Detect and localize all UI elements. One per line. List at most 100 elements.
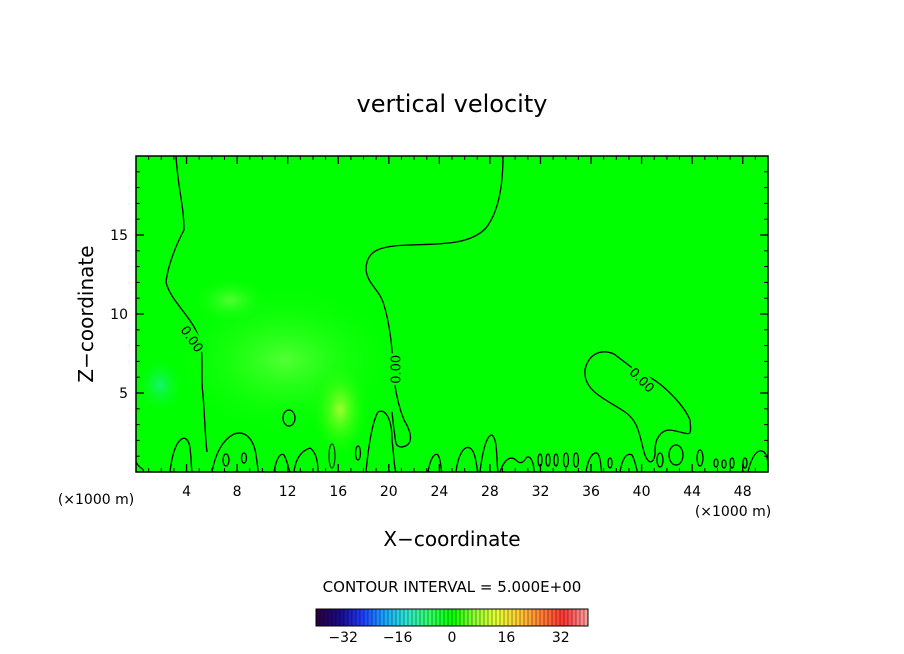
x-axis-unit-left: (×1000 m) [58, 492, 134, 508]
contour-loop [696, 449, 704, 467]
x-tick-label: 4 [182, 484, 191, 500]
x-tick-label: 20 [380, 484, 398, 500]
colorbar-segment [396, 609, 400, 626]
colorbar-segment [460, 609, 464, 626]
y-tick-label: 5 [119, 386, 128, 402]
chart-title: vertical velocity [357, 90, 548, 118]
colorbar-segment [344, 609, 348, 626]
colorbar-segment [456, 609, 460, 626]
contour-ridge [427, 453, 443, 473]
colorbar-segment [504, 609, 508, 626]
colorbar-tick-label: −32 [328, 630, 358, 646]
colorbar-segment [540, 609, 544, 626]
contour-ridge [619, 453, 639, 473]
contour-label-group: 0.00 [388, 353, 404, 386]
contour-ridge [479, 434, 499, 473]
colorbar-segment [584, 609, 588, 626]
contour-zero-middle [365, 155, 504, 448]
colorbar-segment [372, 609, 376, 626]
colorbar-tick-label: 16 [497, 630, 515, 646]
colorbar-segment [360, 609, 364, 626]
colorbar-segment [400, 609, 404, 626]
colorbar-segment [492, 609, 496, 626]
colorbar-segment [524, 609, 528, 626]
colorbar-segment [364, 609, 368, 626]
colorbar-tick-label: 32 [552, 630, 570, 646]
field-blob [310, 360, 370, 460]
colorbar-frame [315, 608, 589, 627]
colorbar-segment [368, 609, 372, 626]
contour-loop [222, 453, 230, 467]
contour-loop [562, 452, 570, 468]
x-tick-label: 12 [279, 484, 297, 500]
colorbar-segment [576, 609, 580, 626]
colorbar-segment [352, 609, 356, 626]
contour-ridge [211, 432, 259, 473]
contour-zero-left [165, 155, 208, 453]
colorbar-segment [436, 609, 440, 626]
colorbar-segment [452, 609, 456, 626]
colorbar-segment [432, 609, 436, 626]
colorbar-segment [416, 609, 420, 626]
colorbar-segment [324, 609, 328, 626]
x-tick-label: 32 [532, 484, 550, 500]
colorbar-segment [408, 609, 412, 626]
contour-loop [240, 452, 248, 464]
colorbar: −32 −16 0 16 32 [315, 608, 589, 646]
contour-ridge [169, 437, 193, 473]
colorbar-segment [548, 609, 552, 626]
colorbar-segment [572, 609, 576, 626]
x-tick-label: 40 [633, 484, 651, 500]
x-tick-label: 48 [734, 484, 752, 500]
colorbar-segment [532, 609, 536, 626]
x-axis-title: X−coordinate [383, 527, 520, 551]
colorbar-segment [488, 609, 492, 626]
colorbar-segment [512, 609, 516, 626]
colorbar-segment [464, 609, 468, 626]
colorbar-segment [472, 609, 476, 626]
contour-loop [607, 457, 613, 469]
y-tick-label: 10 [110, 307, 128, 323]
colorbar-segment [528, 609, 532, 626]
y-tick-label: 15 [110, 228, 128, 244]
colorbar-segment [556, 609, 560, 626]
colorbar-segment [564, 609, 568, 626]
contour-loop [282, 409, 296, 427]
contour-loop [553, 453, 559, 467]
colorbar-segment [392, 609, 396, 626]
contour-loop [545, 453, 551, 467]
colorbar-segment [332, 609, 336, 626]
contour-loop [721, 459, 727, 469]
colorbar-segment [316, 609, 320, 626]
field-shading [135, 275, 405, 460]
colorbar-segment [320, 609, 324, 626]
contour-loop [656, 452, 664, 468]
colorbar-segment [580, 609, 584, 626]
colorbar-segment [560, 609, 564, 626]
colorbar-segment [536, 609, 540, 626]
colorbar-tick-label: 0 [448, 630, 457, 646]
contour-ridge [293, 447, 319, 473]
colorbar-segment [516, 609, 520, 626]
x-tick-label: 36 [582, 484, 600, 500]
colorbar-segment [380, 609, 384, 626]
contour-ridge [499, 456, 535, 473]
colorbar-tick-label: −16 [383, 630, 413, 646]
colorbar-segment [348, 609, 352, 626]
x-axis: 4 8 12 16 20 24 28 32 36 40 44 48 [148, 156, 756, 500]
field-blob [190, 275, 270, 325]
colorbar-segment [552, 609, 556, 626]
contour-label-bg [388, 353, 403, 386]
contour-loop [668, 444, 684, 466]
contour-zero-right [584, 351, 692, 463]
colorbar-segment [404, 609, 408, 626]
colorbar-segment [428, 609, 432, 626]
x-tick-label: 8 [233, 484, 242, 500]
colorbar-segment [340, 609, 344, 626]
colorbar-segment [356, 609, 360, 626]
colorbar-segment [424, 609, 428, 626]
contour-label-bg [626, 363, 659, 396]
contour-ridge [455, 446, 479, 473]
contour-loop [572, 452, 580, 468]
